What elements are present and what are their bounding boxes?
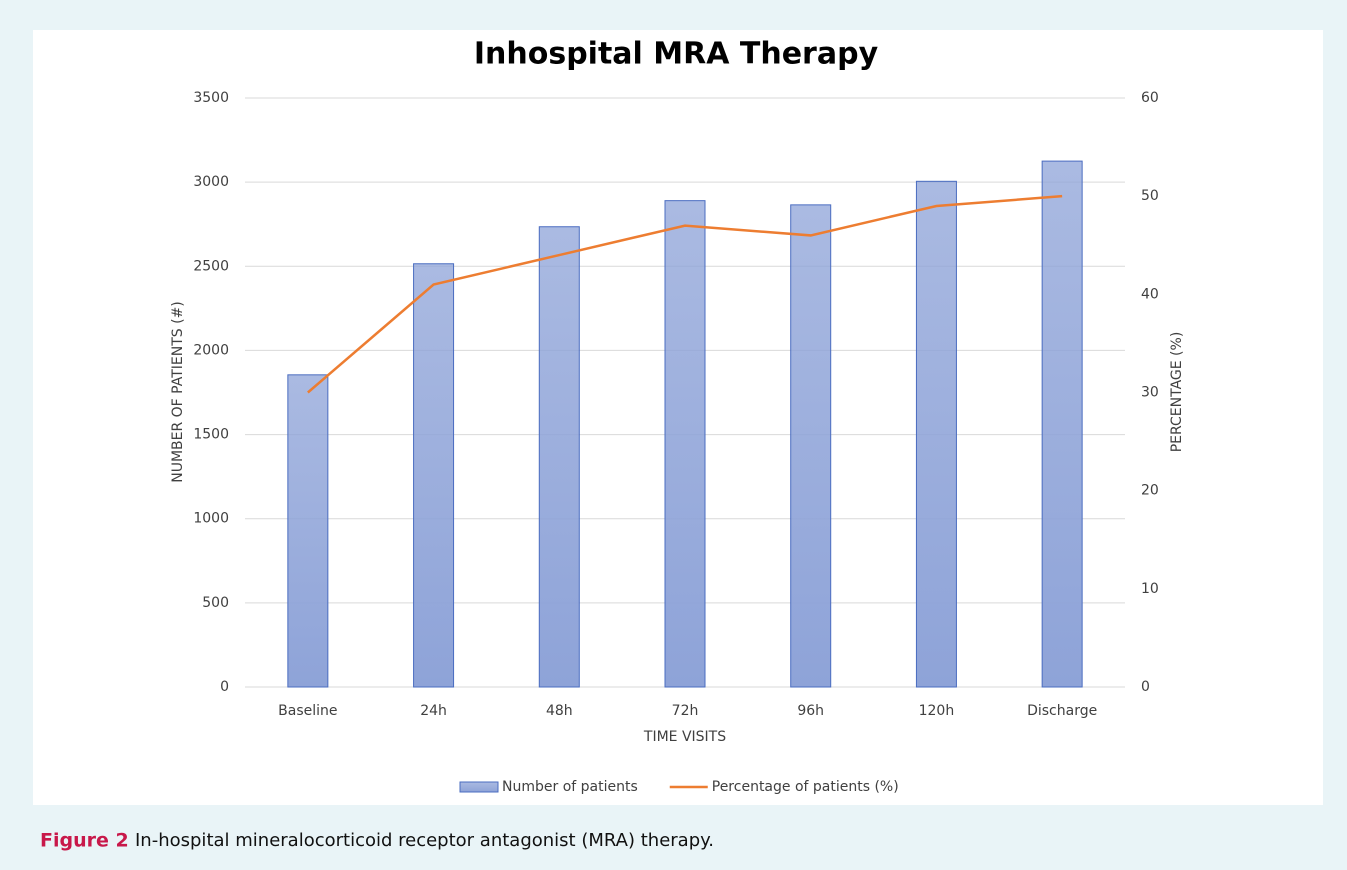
bar xyxy=(287,374,329,688)
y-tick-label: 500 xyxy=(202,595,229,611)
y-tick-label: 2000 xyxy=(193,342,229,358)
bar xyxy=(538,226,580,688)
x-tick-label: 120h xyxy=(919,703,955,719)
bar xyxy=(915,180,957,688)
y2-tick-label: 30 xyxy=(1141,385,1159,401)
x-tick-label: Baseline xyxy=(278,703,337,719)
y-tick-label: 3500 xyxy=(193,90,229,106)
line xyxy=(307,194,1063,394)
y-tick-label: 0 xyxy=(220,679,229,695)
y2-tick-label: 60 xyxy=(1141,90,1159,106)
y-tick-label: 2500 xyxy=(193,258,229,274)
bar xyxy=(664,200,706,688)
y-tick-label: 1000 xyxy=(193,511,229,527)
y2-axis-title: PERCENTAGE (%) xyxy=(1169,332,1185,453)
x-tick-label: 24h xyxy=(420,703,447,719)
caption-text: In-hospital mineralocorticoid receptor a… xyxy=(135,830,714,851)
legend-label: Number of patients xyxy=(502,779,638,795)
bar xyxy=(1041,160,1083,688)
x-tick-label: 72h xyxy=(672,703,699,719)
y2-tick-label: 10 xyxy=(1141,581,1159,597)
y2-tick-label: 40 xyxy=(1141,286,1159,302)
x-tick-label: Discharge xyxy=(1027,703,1097,719)
bar xyxy=(790,204,832,688)
chart-title: Inhospital MRA Therapy xyxy=(474,37,879,72)
y2-tick-label: 0 xyxy=(1141,679,1150,695)
x-axis-title: TIME VISITS xyxy=(643,729,726,745)
x-tick-label: 96h xyxy=(797,703,824,719)
y2-tick-label: 50 xyxy=(1141,188,1159,204)
y-tick-label: 3000 xyxy=(193,174,229,190)
y2-tick-label: 20 xyxy=(1141,483,1159,499)
bar xyxy=(413,263,455,688)
legend-swatch xyxy=(459,781,499,793)
y-tick-label: 1500 xyxy=(193,427,229,443)
x-tick-label: 48h xyxy=(546,703,573,719)
caption-label: Figure 2 xyxy=(40,830,129,852)
legend-label: Percentage of patients (%) xyxy=(712,779,899,795)
y-axis-title: NUMBER OF PATIENTS (#) xyxy=(170,301,186,483)
